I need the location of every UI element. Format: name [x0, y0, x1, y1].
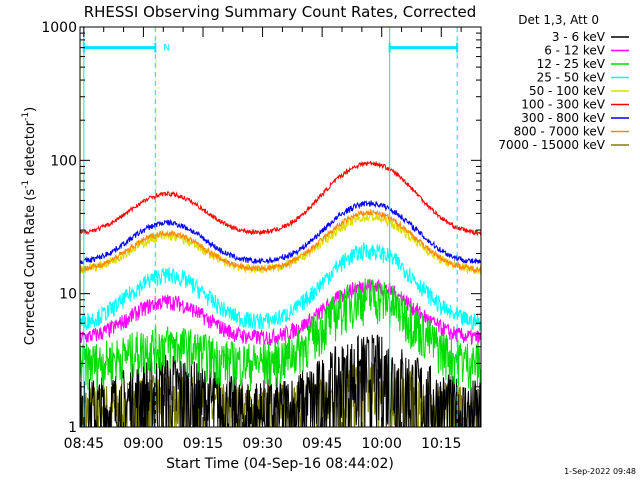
y-axis-label-end: ) — [23, 107, 38, 112]
series-line — [80, 208, 481, 274]
y-tick-label: 1000 — [41, 20, 77, 36]
series-line — [80, 160, 481, 237]
legend-entry-label: 800 - 7000 keV — [514, 125, 606, 139]
x-tick-label: 09:00 — [123, 436, 163, 452]
night-label: N — [163, 44, 170, 54]
legend-entry-label: 25 - 50 keV — [537, 71, 606, 85]
x-axis: 08:45 09:00 09:15 09:30 09:45 10:00 10:15 — [64, 27, 482, 452]
legend-entry-label: 300 - 800 keV — [521, 111, 605, 125]
chart-title: RHESSI Observing Summary Count Rates, Co… — [84, 3, 477, 21]
night-markers: N — [82, 27, 459, 427]
y-axis-label-sup1: -1 — [21, 180, 31, 189]
x-tick-label: 10:15 — [421, 436, 461, 452]
plot-frame — [79, 26, 482, 428]
y-tick-label: 1 — [68, 420, 77, 436]
y-axis-label-mid: detector — [23, 120, 38, 180]
x-tick-label: 10:00 — [362, 436, 402, 452]
legend-entry-label: 50 - 100 keV — [529, 84, 606, 98]
y-axis-label: Corrected Count Rate (s-1 detector-1) — [21, 107, 38, 345]
legend-entry-label: 100 - 300 keV — [521, 98, 605, 112]
series-line — [80, 200, 481, 266]
legend-entry-label: 12 - 25 keV — [537, 57, 606, 71]
x-axis-label: Start Time (04-Sep-16 08:44:02) — [166, 456, 394, 472]
series-line — [80, 241, 481, 332]
series-line — [80, 279, 481, 347]
x-tick-label: 09:45 — [302, 436, 342, 452]
x-tick-label: 09:15 — [183, 436, 223, 452]
series-line — [80, 278, 481, 392]
footer-timestamp: 1-Sep-2022 09:48 — [564, 467, 636, 476]
legend-header: Det 1,3, Att 0 — [518, 13, 599, 27]
y-tick-label: 10 — [59, 287, 77, 303]
series-layer — [80, 160, 481, 427]
y-tick-label: 100 — [50, 153, 77, 169]
x-tick-label: 08:45 — [64, 436, 104, 452]
y-axis-label-main: Corrected Count Rate (s — [23, 189, 38, 346]
legend-entry-label: 7000 - 15000 keV — [498, 138, 605, 152]
x-tick-label: 09:30 — [242, 436, 282, 452]
legend-entry-label: 6 - 12 keV — [544, 44, 606, 58]
y-axis: 1 10 100 1000 — [41, 20, 481, 436]
legend-entry-label: 3 - 6 keV — [552, 30, 606, 44]
y-axis-label-sup2: -1 — [21, 112, 31, 121]
series-line — [80, 211, 481, 275]
